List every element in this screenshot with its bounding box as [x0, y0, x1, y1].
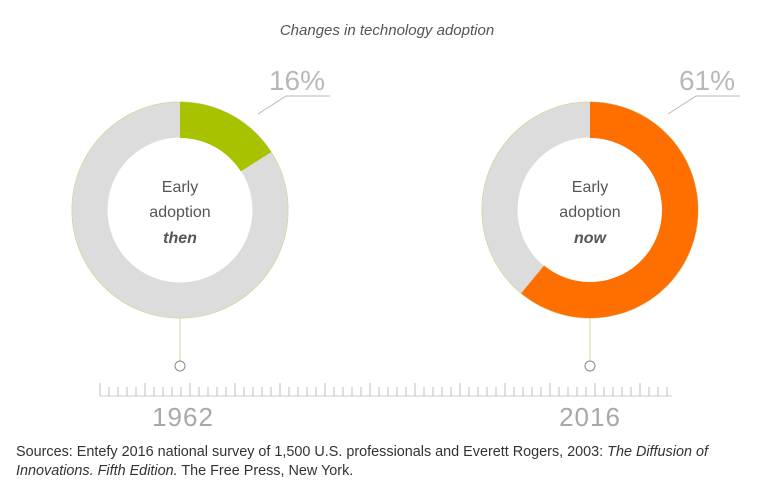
source-text-2: The Free Press, New York.	[177, 463, 354, 479]
center-line-2: adoption	[149, 204, 210, 221]
center-line-1: Early	[162, 179, 198, 196]
donut-1962: Early adoption then 16%	[71, 65, 330, 319]
year-label-1962: 1962	[152, 402, 214, 432]
donut-value-arc-2016	[521, 102, 698, 318]
center-line-1: Early	[572, 179, 608, 196]
pct-label-1962: 16%	[269, 65, 325, 96]
chart-title: Changes in technology adoption	[279, 22, 495, 39]
timeline-marker-1962	[174, 360, 186, 372]
source-book-title: The Diffusion of Innovations. Fifth Edit…	[16, 444, 708, 479]
timeline-marker-2016	[584, 360, 596, 372]
pct-leader-line-1962	[257, 95, 330, 115]
year-label-2016: 2016	[559, 402, 621, 432]
timeline-ruler	[99, 383, 672, 397]
donut-value-arc-1962	[180, 102, 272, 172]
donut-chart-svg: Early adoption then 16% Early adoption n…	[71, 65, 740, 432]
donut-2016: Early adoption now 61%	[481, 65, 740, 319]
center-line-2: adoption	[559, 204, 620, 221]
source-note: Sources: Entefy 2016 national survey of …	[16, 443, 761, 481]
center-line-3: then	[163, 230, 197, 247]
pct-leader-line-2016	[667, 95, 740, 115]
pct-label-2016: 61%	[679, 65, 735, 96]
source-text-1: Sources: Entefy 2016 national survey of …	[16, 444, 608, 460]
center-line-3: now	[574, 230, 608, 247]
